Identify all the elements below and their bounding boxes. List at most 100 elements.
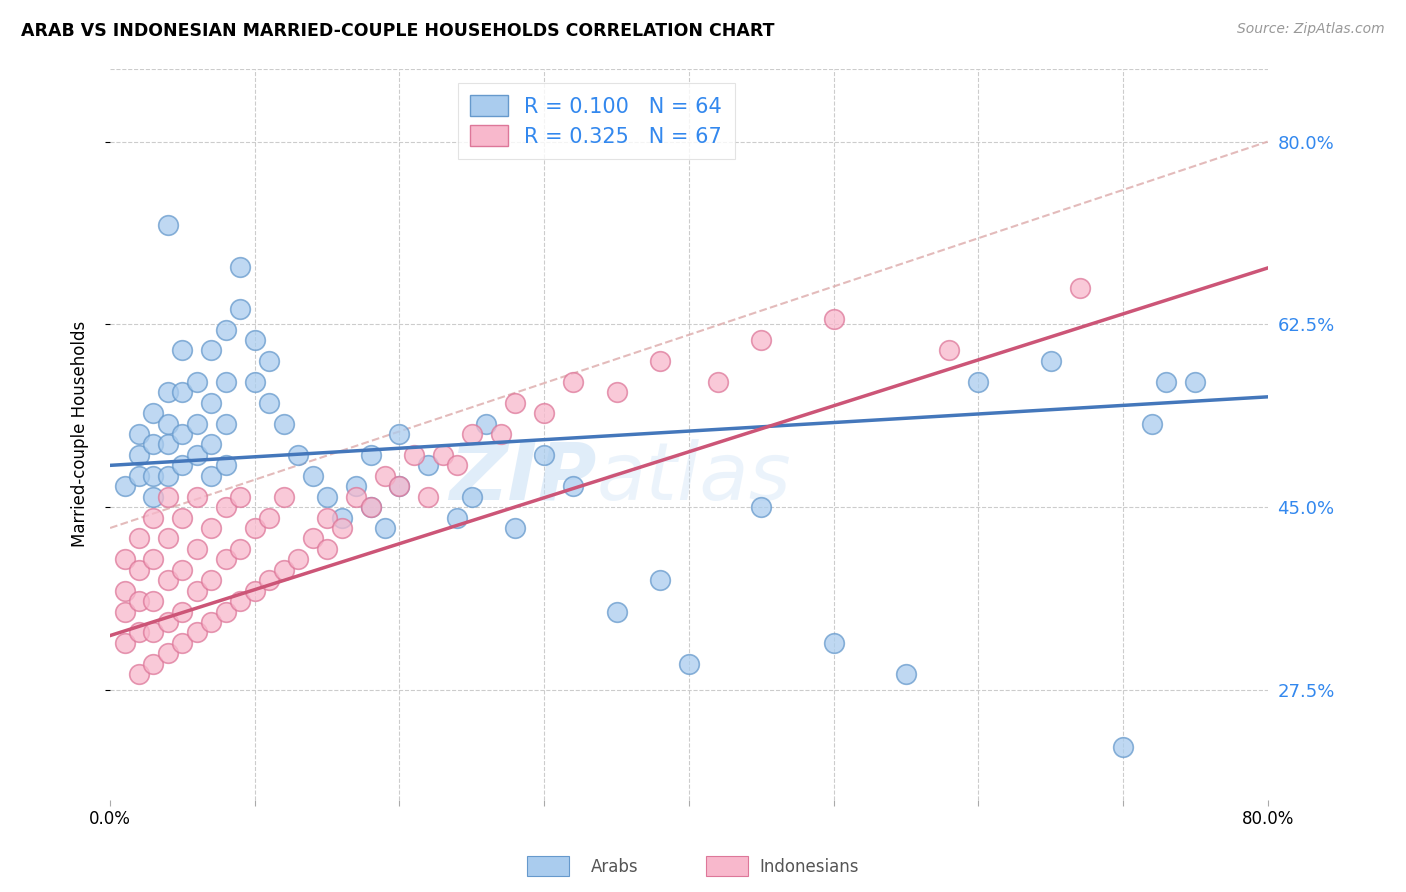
Point xyxy=(648,573,671,587)
Point xyxy=(1069,281,1091,295)
Point xyxy=(172,385,194,400)
Point xyxy=(273,417,295,431)
Point xyxy=(114,479,136,493)
Point xyxy=(374,468,396,483)
Text: ARAB VS INDONESIAN MARRIED-COUPLE HOUSEHOLDS CORRELATION CHART: ARAB VS INDONESIAN MARRIED-COUPLE HOUSEH… xyxy=(21,22,775,40)
Point xyxy=(273,490,295,504)
Point xyxy=(172,343,194,358)
Point xyxy=(823,636,845,650)
Point xyxy=(243,375,266,389)
Point xyxy=(128,625,150,640)
Point xyxy=(156,218,179,232)
Point xyxy=(200,615,222,629)
Point xyxy=(156,573,179,587)
Point xyxy=(215,552,238,566)
Point xyxy=(114,636,136,650)
Point xyxy=(200,437,222,451)
Point xyxy=(200,573,222,587)
Point xyxy=(388,427,411,442)
Point xyxy=(229,594,252,608)
Point xyxy=(678,657,700,671)
Point xyxy=(156,646,179,660)
Point xyxy=(938,343,960,358)
Point xyxy=(967,375,990,389)
Point xyxy=(172,458,194,473)
Point xyxy=(142,437,165,451)
Point xyxy=(648,354,671,368)
Point xyxy=(402,448,425,462)
Point xyxy=(128,532,150,546)
Point xyxy=(243,521,266,535)
Text: atlas: atlas xyxy=(596,439,792,516)
Point xyxy=(894,667,917,681)
Point xyxy=(229,260,252,274)
Point xyxy=(128,594,150,608)
Point xyxy=(533,406,555,420)
Y-axis label: Married-couple Households: Married-couple Households xyxy=(72,321,89,547)
Point xyxy=(316,490,339,504)
Point xyxy=(128,563,150,577)
Point xyxy=(273,563,295,577)
Point xyxy=(1039,354,1062,368)
Point xyxy=(156,385,179,400)
Point xyxy=(330,510,353,524)
Point xyxy=(243,583,266,598)
Point xyxy=(142,625,165,640)
Point xyxy=(707,375,730,389)
Point xyxy=(200,521,222,535)
Point xyxy=(301,468,323,483)
Point xyxy=(562,479,585,493)
Point xyxy=(229,490,252,504)
Point xyxy=(215,322,238,336)
Point xyxy=(156,417,179,431)
Point xyxy=(215,458,238,473)
Point xyxy=(172,427,194,442)
Point xyxy=(156,615,179,629)
Point xyxy=(1156,375,1178,389)
Point xyxy=(200,468,222,483)
Point xyxy=(605,385,627,400)
Point xyxy=(215,500,238,515)
Point xyxy=(418,490,440,504)
Point xyxy=(749,333,772,347)
Text: Indonesians: Indonesians xyxy=(759,858,859,876)
Point xyxy=(287,448,309,462)
Point xyxy=(316,510,339,524)
Point xyxy=(360,500,382,515)
Point xyxy=(388,479,411,493)
Point xyxy=(142,468,165,483)
Point xyxy=(156,490,179,504)
Point xyxy=(562,375,585,389)
Point xyxy=(172,636,194,650)
Point xyxy=(823,312,845,326)
Point xyxy=(330,521,353,535)
Point xyxy=(128,468,150,483)
Point xyxy=(374,521,396,535)
Point xyxy=(156,437,179,451)
Point xyxy=(142,552,165,566)
Point xyxy=(186,448,208,462)
Point xyxy=(156,532,179,546)
Point xyxy=(128,448,150,462)
Point xyxy=(142,490,165,504)
Point xyxy=(215,417,238,431)
Point xyxy=(1184,375,1206,389)
Point xyxy=(301,532,323,546)
Point xyxy=(432,448,454,462)
Point xyxy=(186,375,208,389)
Point xyxy=(446,510,468,524)
Point xyxy=(503,395,526,409)
Point xyxy=(475,417,498,431)
Point xyxy=(257,510,280,524)
Point xyxy=(229,301,252,316)
Point xyxy=(257,354,280,368)
Point xyxy=(186,583,208,598)
Point xyxy=(503,521,526,535)
Point xyxy=(186,625,208,640)
Text: Source: ZipAtlas.com: Source: ZipAtlas.com xyxy=(1237,22,1385,37)
Point xyxy=(215,605,238,619)
Point xyxy=(287,552,309,566)
Point xyxy=(186,417,208,431)
Point xyxy=(360,448,382,462)
Point xyxy=(388,479,411,493)
